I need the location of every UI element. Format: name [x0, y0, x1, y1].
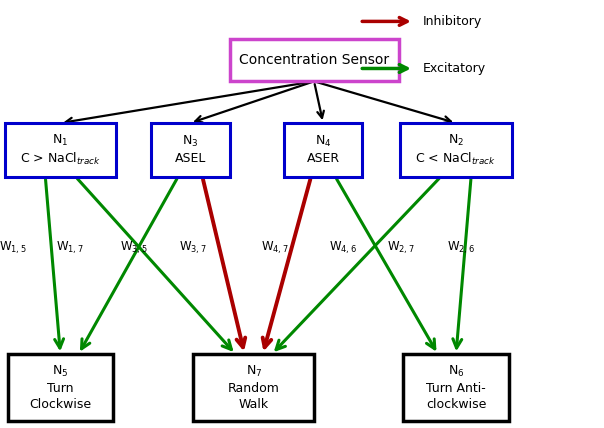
Text: Excitatory: Excitatory [423, 62, 486, 75]
Text: N$_6$
Turn Anti-
clockwise: N$_6$ Turn Anti- clockwise [426, 364, 486, 411]
FancyBboxPatch shape [284, 123, 362, 176]
FancyBboxPatch shape [400, 123, 512, 176]
Text: N$_3$
ASEL: N$_3$ ASEL [175, 134, 206, 165]
FancyBboxPatch shape [5, 123, 116, 176]
Text: Concentration Sensor: Concentration Sensor [239, 53, 389, 67]
Text: N$_5$
Turn
Clockwise: N$_5$ Turn Clockwise [30, 364, 91, 411]
Text: W$_{1,5}$: W$_{1,5}$ [0, 240, 27, 256]
Text: W$_{3,7}$: W$_{3,7}$ [179, 240, 207, 256]
FancyBboxPatch shape [8, 354, 114, 420]
Text: N$_1$
C > NaCl$_{track}$: N$_1$ C > NaCl$_{track}$ [20, 132, 101, 167]
FancyBboxPatch shape [193, 354, 314, 420]
Text: W$_{1,7}$: W$_{1,7}$ [56, 240, 83, 256]
Text: N$_7$
Random
Walk: N$_7$ Random Walk [228, 364, 280, 411]
Text: N$_2$
C < NaCl$_{track}$: N$_2$ C < NaCl$_{track}$ [416, 132, 496, 167]
Text: N$_4$
ASER: N$_4$ ASER [307, 134, 339, 165]
Text: Inhibitory: Inhibitory [423, 15, 482, 28]
Text: W$_{3,5}$: W$_{3,5}$ [120, 240, 148, 256]
Text: W$_{2,7}$: W$_{2,7}$ [387, 240, 414, 256]
FancyBboxPatch shape [151, 123, 230, 176]
Text: W$_{4,7}$: W$_{4,7}$ [261, 240, 289, 256]
FancyBboxPatch shape [230, 39, 399, 81]
Text: W$_{4,6}$: W$_{4,6}$ [329, 240, 357, 256]
FancyBboxPatch shape [403, 354, 509, 420]
Text: W$_{2,6}$: W$_{2,6}$ [447, 240, 475, 256]
